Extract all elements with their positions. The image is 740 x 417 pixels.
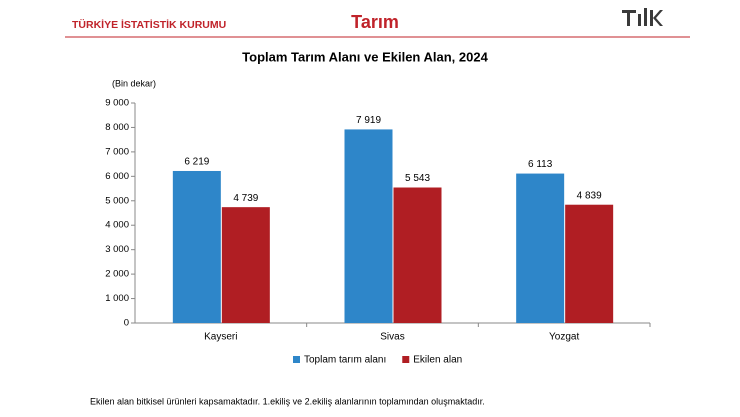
section-title: Tarım	[351, 12, 399, 32]
legend-label: Ekilen alan	[413, 355, 462, 366]
y-tick-label: 9 000	[105, 98, 129, 109]
footnote: Ekilen alan bitkisel ürünleri kapsamakta…	[90, 396, 485, 406]
bar	[516, 173, 565, 323]
y-tick-label: 4 000	[105, 220, 129, 231]
value-label: 4 739	[233, 193, 258, 204]
organization: TÜRKİYE İSTATİSTİK KURUMU	[72, 18, 226, 31]
legend-label: Toplam tarım alanı	[304, 355, 386, 366]
legend-swatch	[402, 356, 410, 363]
y-tick-label: 8 000	[105, 122, 129, 133]
y-tick-label: 3 000	[105, 244, 129, 255]
bar	[393, 187, 442, 323]
y-tick-label: 0	[124, 318, 129, 329]
value-label: 6 113	[528, 159, 553, 170]
value-label: 6 219	[184, 157, 209, 168]
bar	[172, 170, 221, 323]
bar	[221, 207, 270, 323]
x-tick-label: Yozgat	[549, 332, 579, 343]
logo	[622, 8, 663, 26]
x-tick-label: Kayseri	[204, 332, 237, 343]
y-tick-label: 7 000	[105, 146, 129, 157]
value-label: 5 543	[405, 173, 430, 184]
y-tick-label: 6 000	[105, 171, 129, 182]
bar	[565, 204, 614, 323]
value-label: 4 839	[577, 190, 602, 201]
unit-label: (Bin dekar)	[112, 78, 156, 88]
y-tick-label: 2 000	[105, 269, 129, 280]
x-tick-label: Sivas	[380, 332, 404, 343]
value-label: 7 919	[356, 115, 381, 126]
y-tick-label: 5 000	[105, 195, 129, 206]
chart-title: Toplam Tarım Alanı ve Ekilen Alan, 2024	[242, 49, 488, 64]
bar	[344, 129, 393, 323]
legend-swatch	[293, 356, 300, 363]
y-tick-label: 1 000	[105, 293, 129, 304]
